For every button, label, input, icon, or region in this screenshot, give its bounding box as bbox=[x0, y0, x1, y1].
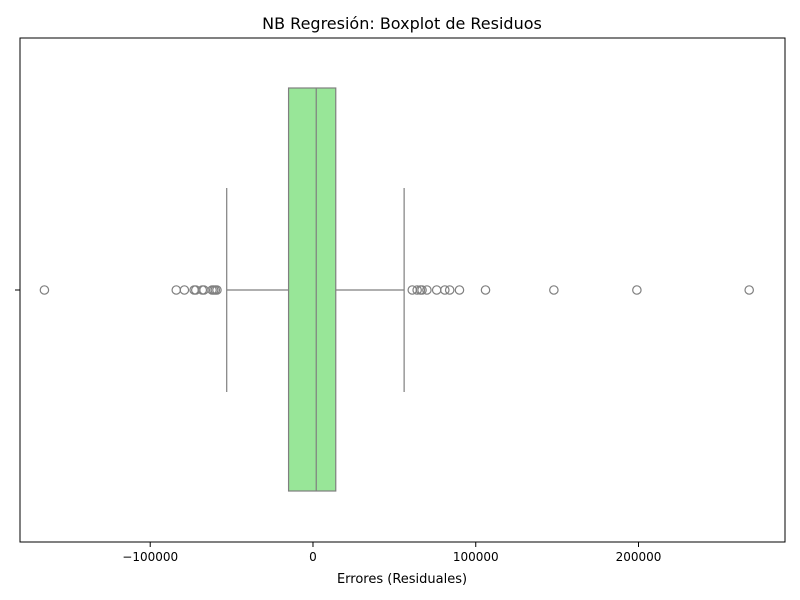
x-tick-label: 200000 bbox=[616, 550, 662, 564]
outlier-point bbox=[417, 285, 427, 295]
outlier-point bbox=[431, 285, 442, 295]
x-tick-label: −100000 bbox=[122, 550, 178, 564]
outlier-point bbox=[171, 285, 182, 295]
outlier-point bbox=[407, 285, 418, 295]
outlier-point bbox=[444, 285, 455, 295]
plot-area bbox=[39, 87, 754, 492]
outlier-point bbox=[632, 285, 642, 295]
x-tick-label: 100000 bbox=[453, 550, 499, 564]
outlier-point bbox=[212, 285, 222, 295]
outlier-point bbox=[454, 285, 465, 295]
chart-title: NB Regresión: Boxplot de Residuos bbox=[262, 14, 542, 33]
outlier-point bbox=[744, 285, 754, 295]
outlier-point bbox=[480, 285, 491, 295]
iqr-box bbox=[287, 87, 337, 492]
outlier-point bbox=[440, 285, 450, 295]
x-axis: −100000 0 100000 200000 bbox=[122, 542, 661, 564]
x-axis-label: Errores (Residuales) bbox=[337, 572, 467, 587]
outlier-point bbox=[39, 285, 50, 295]
outlier-point bbox=[422, 285, 432, 295]
x-tick-label: 0 bbox=[309, 550, 317, 564]
outlier-point bbox=[549, 285, 559, 295]
outlier-point bbox=[412, 285, 422, 295]
outlier-point bbox=[179, 285, 190, 295]
